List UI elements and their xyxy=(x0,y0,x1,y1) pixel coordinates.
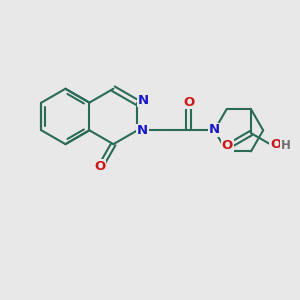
Text: O: O xyxy=(183,96,194,109)
Text: N: N xyxy=(208,123,219,136)
Text: N: N xyxy=(137,124,148,137)
Text: H: H xyxy=(281,139,291,152)
Text: N: N xyxy=(138,94,149,107)
Text: O: O xyxy=(94,160,106,173)
Text: O: O xyxy=(222,140,233,152)
Text: O: O xyxy=(270,138,281,151)
